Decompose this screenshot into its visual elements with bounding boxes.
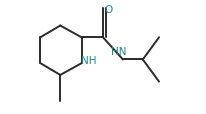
Text: HN: HN — [111, 47, 127, 57]
Text: O: O — [105, 5, 113, 15]
Text: NH: NH — [81, 56, 96, 66]
